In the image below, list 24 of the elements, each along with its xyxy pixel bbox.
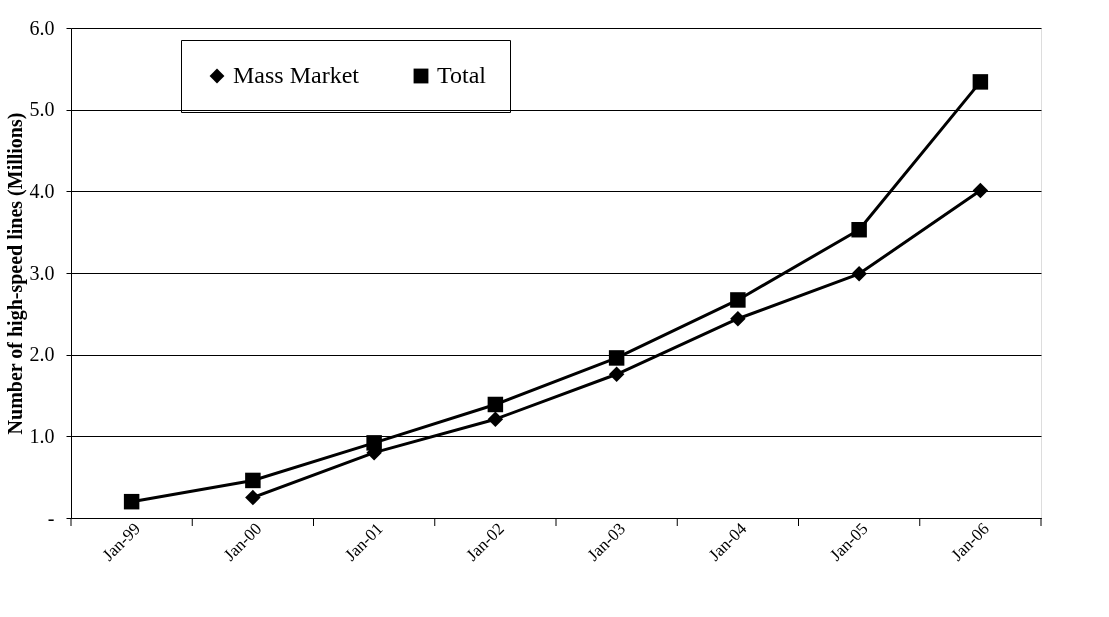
legend-label: Mass Market (233, 62, 360, 88)
y-tick-label: 2.0 (29, 343, 55, 366)
point (487, 396, 504, 413)
point (851, 221, 867, 238)
point (972, 74, 989, 90)
y-axis-title: Number of high-speed lines (Millions) (3, 112, 27, 435)
point (608, 366, 625, 383)
point (245, 472, 261, 489)
point (972, 182, 989, 199)
point (730, 292, 746, 308)
point (245, 489, 261, 506)
point (608, 350, 625, 366)
point (123, 493, 140, 510)
legend-label: Total (437, 62, 487, 88)
point (487, 411, 504, 427)
y-tick-label: - (47, 506, 55, 529)
y-tick-label: 4.0 (29, 179, 55, 202)
point (730, 310, 746, 327)
point (366, 435, 382, 451)
point (851, 266, 867, 282)
y-tick-label: 5.0 (29, 98, 55, 121)
y-tick-label: 6.0 (29, 16, 55, 39)
y-tick-label: 3.0 (29, 261, 55, 284)
y-tick-label: 1.0 (29, 424, 55, 447)
